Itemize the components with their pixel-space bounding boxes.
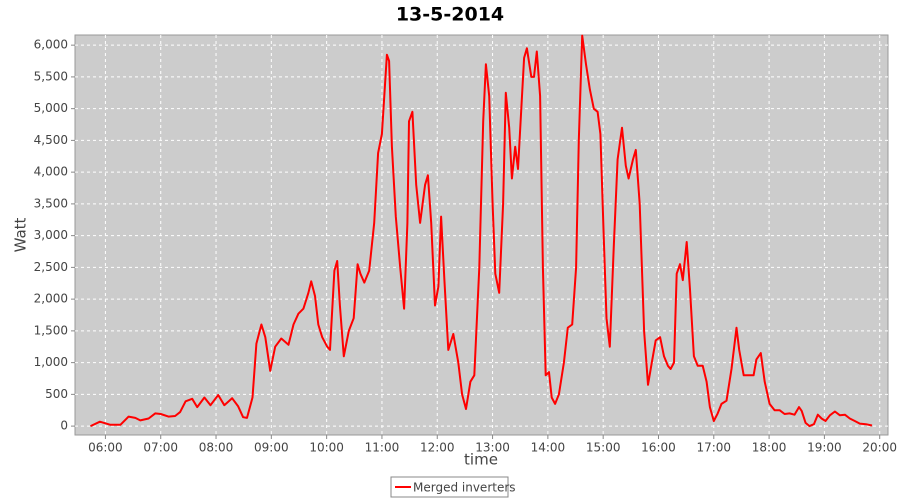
y-tick-label: 3,000	[34, 228, 68, 242]
x-tick-label: 17:00	[696, 441, 731, 455]
y-tick-label: 6,000	[34, 38, 68, 52]
legend-label: Merged inverters	[413, 481, 516, 495]
y-tick-label: 2,500	[34, 260, 68, 274]
x-tick-label: 13:00	[475, 441, 510, 455]
plot-area	[74, 34, 889, 436]
legend	[390, 476, 509, 498]
y-tick-label: 2,000	[34, 292, 68, 306]
y-tick-label: 5,000	[34, 101, 68, 115]
x-tick-label: 19:00	[807, 441, 842, 455]
y-tick-label: 4,500	[34, 133, 68, 147]
x-tick-label: 11:00	[365, 441, 400, 455]
x-tick-label: 20:00	[862, 441, 897, 455]
x-tick-label: 14:00	[531, 441, 566, 455]
y-tick-label: 4,000	[34, 165, 68, 179]
x-tick-label: 16:00	[641, 441, 676, 455]
y-tick-label: 5,500	[34, 69, 68, 83]
x-tick-label: 15:00	[586, 441, 621, 455]
y-axis-title: Watt	[12, 217, 30, 252]
x-tick-label: 06:00	[88, 441, 123, 455]
x-tick-label: 09:00	[254, 441, 289, 455]
y-tick-label: 1,500	[34, 323, 68, 337]
y-tick-label: 1,000	[34, 355, 68, 369]
x-axis-title: time	[464, 451, 498, 469]
x-tick-label: 18:00	[752, 441, 787, 455]
y-tick-label: 3,500	[34, 196, 68, 210]
x-tick-label: 08:00	[199, 441, 234, 455]
y-tick-label: 0	[60, 419, 68, 433]
series-line	[90, 34, 873, 428]
y-tick-label: 500	[45, 387, 68, 401]
x-tick-label: 07:00	[143, 441, 178, 455]
x-tick-label: 10:00	[309, 441, 344, 455]
x-tick-label: 12:00	[420, 441, 455, 455]
chart-title: 13-5-2014	[396, 4, 504, 26]
